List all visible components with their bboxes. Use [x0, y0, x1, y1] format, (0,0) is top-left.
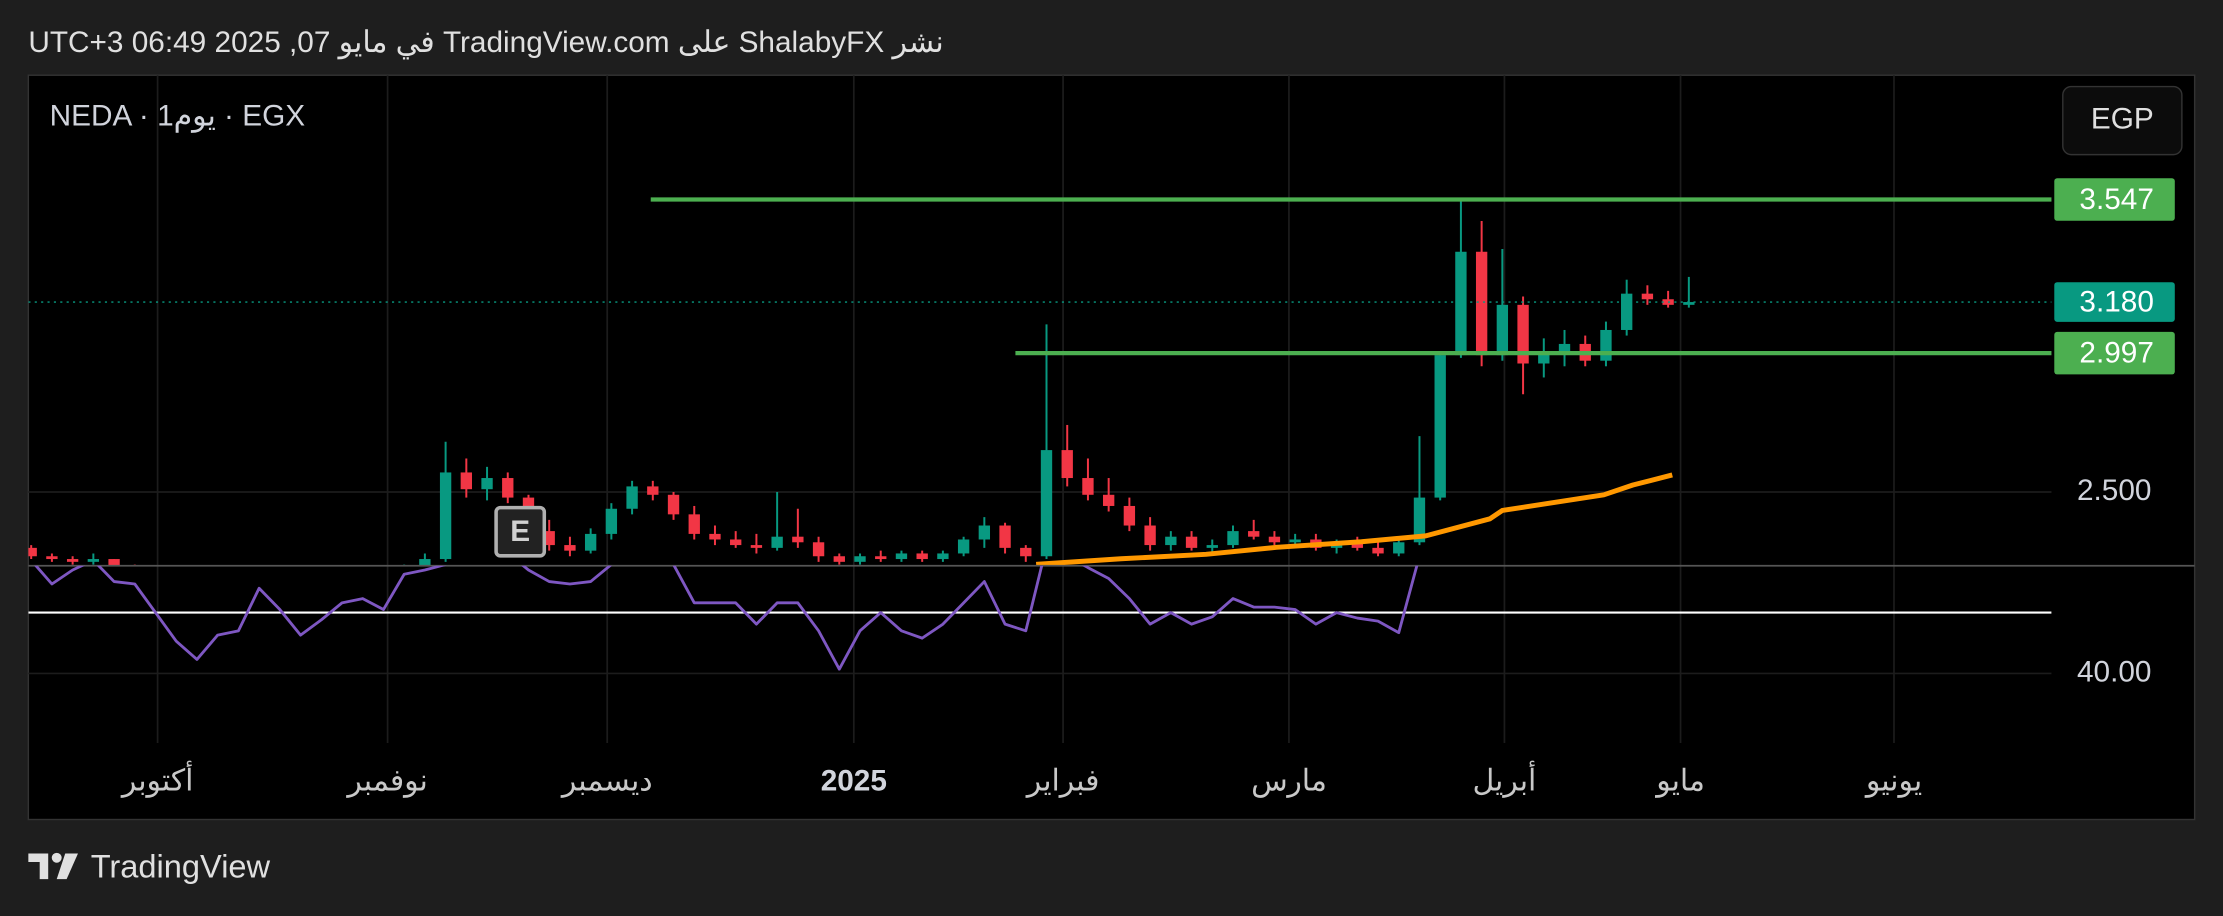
candle-body	[502, 478, 514, 498]
indicator-pane	[28, 565, 2052, 671]
x-tick-label: ديسمبر	[560, 765, 653, 799]
candle-body	[937, 553, 949, 560]
chart-panel	[27, 74, 2196, 821]
x-tick-label: فبراير	[1025, 765, 1100, 799]
last-price-tag	[2054, 282, 2175, 322]
candle-body	[771, 536, 783, 548]
candle-body	[792, 536, 804, 543]
candle-body	[1268, 536, 1281, 543]
candle-body	[957, 539, 970, 554]
candle-body	[108, 559, 120, 566]
candle-body	[1351, 542, 1363, 548]
candle-body	[1165, 536, 1177, 546]
candle-body	[875, 556, 887, 560]
price-pane	[28, 198, 2052, 566]
candle-body	[66, 559, 79, 562]
footer-brand: TradingView	[91, 848, 271, 885]
candle-body	[1393, 542, 1405, 554]
candle-body	[46, 556, 58, 560]
candle-body	[1082, 478, 1094, 495]
candle-body	[543, 531, 555, 546]
candle-body	[1020, 547, 1032, 557]
candle-body	[584, 533, 597, 551]
candle-body	[481, 478, 493, 490]
x-tick-label: أبريل	[1473, 761, 1537, 799]
candle-body	[564, 545, 576, 551]
grid	[28, 75, 2052, 743]
candle-body	[1434, 355, 1446, 498]
candle-body	[916, 553, 928, 560]
candle-body	[854, 556, 866, 562]
candle-body	[1455, 251, 1467, 356]
horizontal-line-label: 2.997	[2079, 336, 2154, 369]
candle-body	[1600, 329, 1612, 361]
candle-body	[1641, 293, 1654, 300]
candle-body	[1102, 494, 1115, 506]
candle-body	[1621, 293, 1633, 330]
candle-body	[833, 556, 845, 562]
candle-body	[667, 494, 680, 515]
candle-body	[460, 472, 472, 490]
x-tick-label: يونيو	[1864, 765, 1922, 799]
candle-body	[87, 559, 100, 562]
y-tick-label: 2.500	[2077, 474, 2152, 507]
candle-body	[1683, 302, 1695, 305]
candle-body	[28, 547, 37, 557]
candle-body	[626, 486, 638, 509]
currency-label: EGP	[2091, 102, 2154, 135]
indicator-line	[34, 565, 1419, 671]
candle-body	[1413, 497, 1426, 543]
candle-body	[1538, 352, 1550, 364]
candle-body	[1517, 304, 1529, 364]
currency-button[interactable]	[2062, 85, 2183, 156]
x-tick-label: نوفمبر	[345, 765, 428, 799]
last-price-label: 3.180	[2079, 285, 2154, 318]
candle-body	[1206, 545, 1218, 548]
candle-body	[709, 533, 721, 540]
candle-body	[1227, 531, 1239, 546]
candle-body	[647, 486, 659, 495]
candle-body	[1144, 525, 1156, 546]
horizontal-line-tag	[2054, 331, 2175, 375]
candle-body	[1372, 547, 1384, 554]
candle-body	[605, 508, 618, 534]
event-marker	[494, 505, 547, 558]
tradingview-logo	[28, 852, 78, 880]
x-tick-label: أكتوبر	[120, 761, 194, 799]
candle-body	[750, 545, 763, 548]
candle-body	[688, 514, 700, 534]
horizontal-line-tag	[2054, 178, 2175, 221]
candle-body	[812, 542, 825, 557]
candle-body	[1558, 343, 1571, 353]
candle-body	[730, 539, 742, 546]
horizontal-line-label: 3.547	[2079, 183, 2154, 216]
moving-average	[1035, 472, 1673, 566]
x-tick-label: مايو	[1654, 765, 1705, 799]
x-tick-label: مارس	[1251, 765, 1327, 799]
symbol-info: NEDA · 1يوم · EGX	[50, 100, 306, 134]
event-marker-label: E	[510, 515, 530, 548]
candle-body	[439, 472, 452, 560]
candle-body	[1061, 450, 1073, 479]
candle-body	[978, 525, 991, 540]
candle-body	[419, 559, 431, 566]
x-tick-label: 2025	[821, 765, 887, 798]
candle-body	[1248, 531, 1260, 537]
candle-body	[1185, 536, 1198, 548]
candle-body	[1289, 539, 1301, 543]
header-title: نشر ShalabyFX على TradingView.com في ماي…	[28, 26, 943, 60]
axes: أكتوبر نوفمبر ديسمبر 2025 فبراير مارس أبريل ماي…	[120, 178, 2175, 799]
candle-body	[1123, 505, 1136, 526]
candle-body	[1496, 304, 1509, 356]
candle-body	[1475, 251, 1488, 356]
candle-body	[895, 553, 908, 560]
candle-body	[999, 525, 1011, 548]
candle-body	[1040, 450, 1053, 557]
indicator-tick-label: 40.00	[2077, 655, 2152, 688]
